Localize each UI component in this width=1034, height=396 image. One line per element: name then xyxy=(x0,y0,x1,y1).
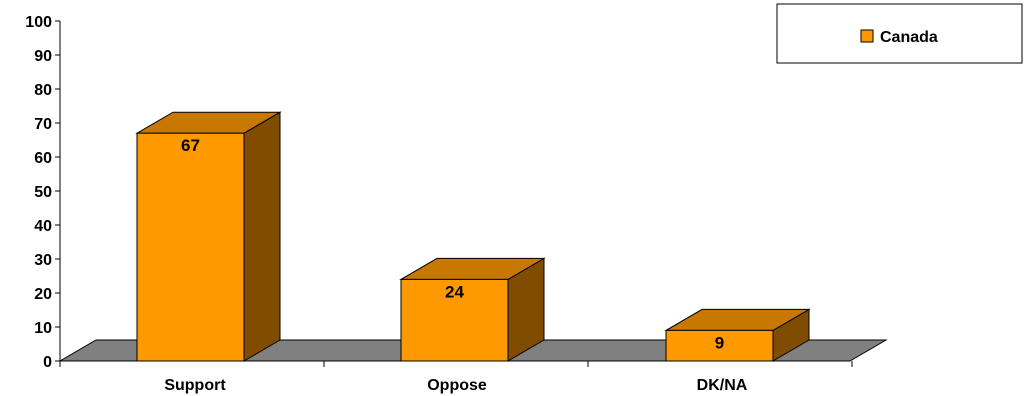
y-tick-label: 20 xyxy=(34,286,52,303)
y-tick-label: 40 xyxy=(34,218,52,235)
y-tick-label: 70 xyxy=(34,116,52,133)
bar-data-label: 67 xyxy=(181,136,200,155)
x-category-label: Oppose xyxy=(427,377,487,394)
y-tick-label: 30 xyxy=(34,252,52,269)
y-tick-label: 10 xyxy=(34,320,52,337)
x-category-label: Support xyxy=(164,377,226,394)
y-tick-label: 60 xyxy=(34,150,52,167)
bar: 24 xyxy=(399,257,546,362)
legend-swatch-canada xyxy=(860,29,874,43)
bars: 67 24 9 xyxy=(135,111,811,362)
y-tick-label: 90 xyxy=(34,48,52,65)
y-tick-label: 80 xyxy=(34,82,52,99)
bar-front xyxy=(400,278,509,362)
y-tick-label: 0 xyxy=(43,354,52,371)
x-axis: Support Oppose DK/NA xyxy=(59,360,853,394)
bar-front xyxy=(136,132,245,362)
y-axis: 0 10 20 30 40 50 60 70 80 90 100 xyxy=(25,14,61,371)
bar: 9 xyxy=(664,308,811,362)
y-tick-label: 100 xyxy=(25,14,52,31)
legend-label-canada: Canada xyxy=(880,29,938,46)
legend: Canada xyxy=(776,3,1023,64)
bar: 67 xyxy=(135,111,282,362)
bar-data-label: 24 xyxy=(445,282,464,301)
x-category-label: DK/NA xyxy=(697,377,748,394)
bar-front xyxy=(665,329,774,362)
bar-data-label: 9 xyxy=(715,333,724,352)
bar-side xyxy=(243,111,281,362)
legend-box xyxy=(776,3,1023,64)
y-tick-label: 50 xyxy=(34,184,52,201)
